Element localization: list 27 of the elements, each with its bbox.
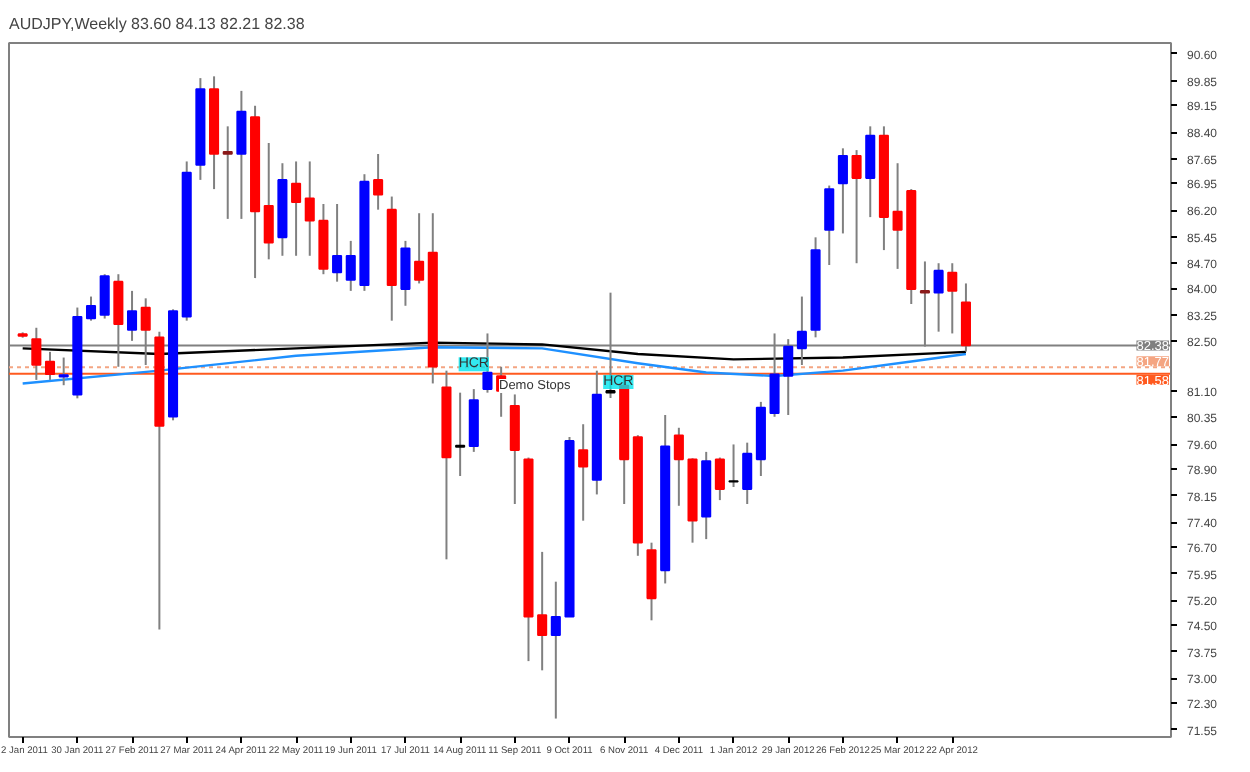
candlestick	[222, 125, 233, 220]
candlestick	[742, 441, 753, 506]
candlestick	[714, 456, 725, 502]
candlestick	[728, 443, 739, 488]
candlestick	[509, 393, 520, 506]
candlestick	[291, 160, 302, 257]
chart-title: AUDJPY,Weekly 83.60 84.13 82.21 82.38	[9, 15, 306, 33]
candlestick	[263, 142, 274, 261]
candlestick	[332, 203, 343, 283]
candlestick	[578, 423, 589, 522]
candlestick	[304, 160, 315, 257]
candlestick	[851, 149, 862, 265]
candlestick	[933, 262, 944, 333]
candlestick	[947, 262, 958, 335]
candlestick	[236, 89, 247, 220]
candlestick	[99, 273, 110, 320]
candlestick	[824, 184, 835, 266]
candlestick	[373, 153, 384, 211]
candlestick	[455, 391, 466, 477]
candlestick	[44, 350, 56, 381]
candlestick	[865, 125, 876, 219]
candlestick	[414, 212, 425, 285]
line-series	[21, 341, 968, 361]
candlestick	[400, 239, 411, 307]
candlestick	[468, 388, 479, 453]
candlestick	[85, 295, 97, 322]
candlestick	[837, 147, 848, 235]
